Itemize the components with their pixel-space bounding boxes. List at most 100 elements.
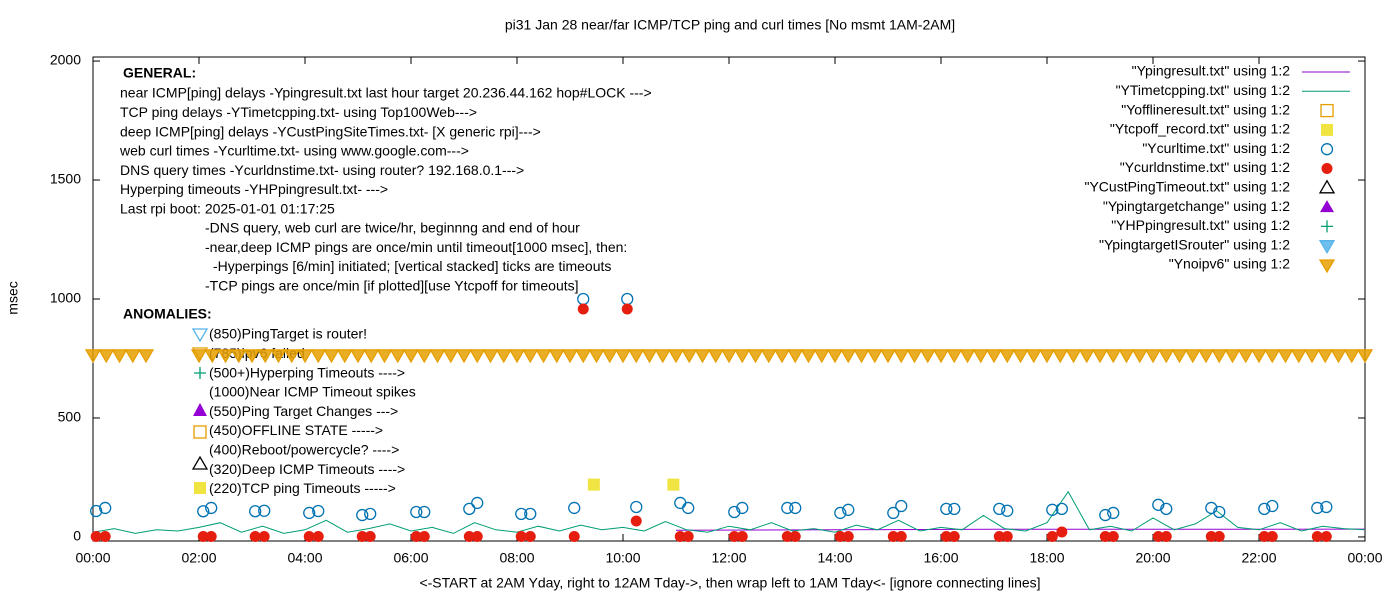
legend-label: "Ycurldnstime.txt" using 1:2 — [1120, 159, 1290, 175]
marker — [124, 349, 141, 364]
x-tick-label: 02:00 — [181, 550, 216, 566]
marker — [1311, 501, 1324, 515]
y-tick-label: 1500 — [50, 171, 81, 187]
marker — [948, 502, 961, 516]
marker — [813, 349, 830, 364]
x-tick-label: 10:00 — [605, 550, 640, 566]
marker — [853, 349, 870, 364]
marker — [694, 349, 711, 364]
y-tick-label: 1000 — [50, 290, 81, 306]
marker — [1343, 349, 1360, 364]
legend-key — [1318, 259, 1336, 274]
marker — [1224, 349, 1241, 364]
y-tick-label: 0 — [73, 528, 81, 544]
marker — [243, 349, 261, 364]
marker — [681, 349, 698, 364]
marker — [442, 349, 459, 364]
marker — [1160, 530, 1172, 542]
annotation: web curl times -Ycurltime.txt- using www… — [119, 143, 469, 159]
marker — [376, 349, 393, 364]
legend-label: "YCustPingTimeout.txt" using 1:2 — [1084, 179, 1290, 195]
marker — [842, 503, 855, 516]
marker — [895, 499, 908, 513]
legend-key — [1321, 123, 1333, 136]
marker — [614, 349, 632, 364]
x-tick-label: 18:00 — [1029, 550, 1064, 566]
marker — [1105, 349, 1122, 364]
marker — [1290, 349, 1307, 364]
marker — [895, 530, 907, 542]
icon — [191, 455, 209, 470]
x-tick-label: 22:00 — [1241, 550, 1276, 566]
annotation: (400)Reboot/powercycle? ----> — [209, 442, 399, 458]
marker — [410, 505, 423, 519]
marker — [654, 349, 671, 364]
marker — [190, 349, 208, 364]
icon — [194, 482, 206, 494]
marker — [682, 501, 695, 515]
legend-label: "Ycurltime.txt" using 1:2 — [1142, 140, 1290, 156]
annotation: (450)OFFLINE STATE -----> — [209, 422, 383, 438]
marker — [834, 530, 846, 542]
marker — [429, 349, 446, 364]
marker — [1065, 349, 1082, 364]
marker — [463, 530, 475, 542]
marker — [1184, 349, 1201, 364]
marker — [628, 349, 645, 364]
marker — [1320, 500, 1333, 514]
marker — [137, 349, 155, 364]
marker — [667, 478, 680, 491]
marker — [948, 530, 960, 542]
marker — [1152, 498, 1165, 511]
x-axis-label: <-START at 2AM Yday, right to 12AM Tday-… — [419, 575, 1040, 591]
annotation: -near,deep ICMP pings are once/min until… — [205, 239, 627, 255]
marker — [1091, 349, 1109, 364]
marker — [1025, 349, 1042, 364]
annotation: Last rpi boot: 2025-01-01 01:17:25 — [120, 201, 335, 217]
marker — [1237, 349, 1254, 364]
marker — [720, 349, 738, 364]
marker — [217, 349, 234, 364]
annotation: (220)TCP ping Timeouts -----> — [209, 480, 396, 496]
legend-label: "Ypingresult.txt" using 1:2 — [1132, 63, 1291, 79]
marker — [524, 507, 537, 521]
marker — [535, 349, 552, 364]
marker — [773, 349, 791, 364]
marker — [561, 349, 579, 364]
marker — [1001, 530, 1013, 542]
marker — [840, 349, 857, 364]
marker — [1055, 502, 1068, 516]
marker — [674, 530, 686, 542]
marker — [363, 349, 380, 364]
x-tick-label: 14:00 — [817, 550, 852, 566]
annotation: deep ICMP[ping] delays -YCustPingSiteTim… — [120, 123, 541, 139]
marker — [887, 530, 899, 542]
annotation: Hyperping timeouts -YHPpingresult.txt- -… — [120, 181, 388, 197]
marker — [230, 349, 247, 364]
annotation: (1000)Near ICMP Timeout spikes — [209, 384, 416, 400]
marker — [410, 530, 422, 542]
icon — [193, 403, 207, 416]
legend-key — [1320, 143, 1334, 156]
marker — [1213, 505, 1226, 519]
marker — [204, 349, 221, 364]
marker — [1046, 503, 1059, 516]
marker — [630, 500, 643, 514]
marker — [258, 530, 270, 542]
legend-key — [1318, 179, 1336, 194]
marker — [296, 349, 314, 364]
marker — [972, 349, 989, 364]
marker — [249, 505, 262, 518]
anomaly-icons — [191, 328, 209, 494]
marker — [197, 530, 209, 542]
x-tick-label: 06:00 — [393, 550, 428, 566]
annotation: DNS query times -Ycurldnstime.txt- using… — [120, 162, 524, 178]
marker — [99, 501, 112, 515]
marker — [1118, 349, 1135, 364]
marker — [993, 530, 1005, 542]
marker — [515, 530, 527, 542]
marker — [1160, 502, 1173, 516]
marker — [524, 530, 536, 542]
marker — [349, 349, 367, 364]
marker — [111, 349, 128, 364]
